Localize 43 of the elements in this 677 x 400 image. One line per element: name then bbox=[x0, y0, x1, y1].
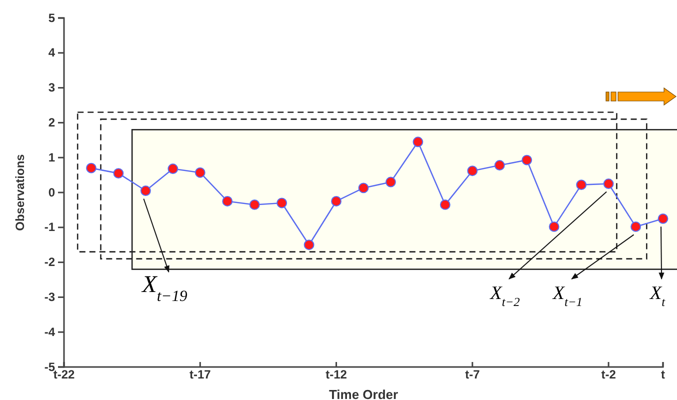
point bbox=[168, 164, 178, 174]
point bbox=[358, 182, 369, 194]
y-tick-label: -4 bbox=[44, 324, 56, 339]
annotation: X$_{t−2}$ bbox=[489, 282, 520, 309]
point bbox=[630, 221, 641, 232]
point bbox=[304, 240, 314, 250]
point bbox=[548, 221, 560, 232]
point bbox=[603, 178, 614, 189]
point bbox=[331, 196, 342, 206]
annotation: X$_{t−19}$ bbox=[141, 272, 188, 304]
point bbox=[194, 167, 206, 178]
annotation: X$_{t−1}$ bbox=[552, 282, 582, 309]
point bbox=[113, 168, 124, 179]
point bbox=[440, 200, 450, 210]
x-tick-label: t bbox=[661, 368, 665, 382]
y-tick-label: 4 bbox=[48, 46, 56, 60]
x-tick-label: t-2 bbox=[601, 368, 616, 382]
point bbox=[658, 213, 668, 224]
point bbox=[222, 196, 233, 206]
y-tick-label: 2 bbox=[48, 116, 56, 130]
y-tick-label: -2 bbox=[44, 255, 56, 270]
y-tick-label: 3 bbox=[48, 80, 56, 95]
x-tick-label: t-17 bbox=[189, 368, 212, 382]
point bbox=[467, 166, 478, 176]
x-axis-title: Time Order bbox=[328, 387, 398, 400]
point bbox=[522, 154, 532, 166]
y-tick-label: 1 bbox=[48, 150, 56, 164]
y-tick-label: -3 bbox=[44, 290, 56, 304]
point bbox=[249, 200, 260, 210]
x-tick-label: t-12 bbox=[326, 368, 348, 382]
y-tick-label: 5 bbox=[48, 10, 56, 25]
point bbox=[86, 162, 96, 174]
annotation: X$_{t}$ bbox=[649, 282, 666, 309]
y-tick-label: -1 bbox=[44, 220, 56, 234]
y-axis-title: Observations bbox=[13, 154, 27, 231]
point bbox=[576, 180, 587, 190]
point bbox=[140, 186, 151, 196]
point bbox=[494, 160, 505, 170]
point bbox=[412, 136, 424, 148]
x-tick-label: t-7 bbox=[465, 368, 480, 382]
point bbox=[386, 176, 396, 188]
y-tick-label: 0 bbox=[48, 185, 56, 200]
point bbox=[276, 198, 288, 208]
